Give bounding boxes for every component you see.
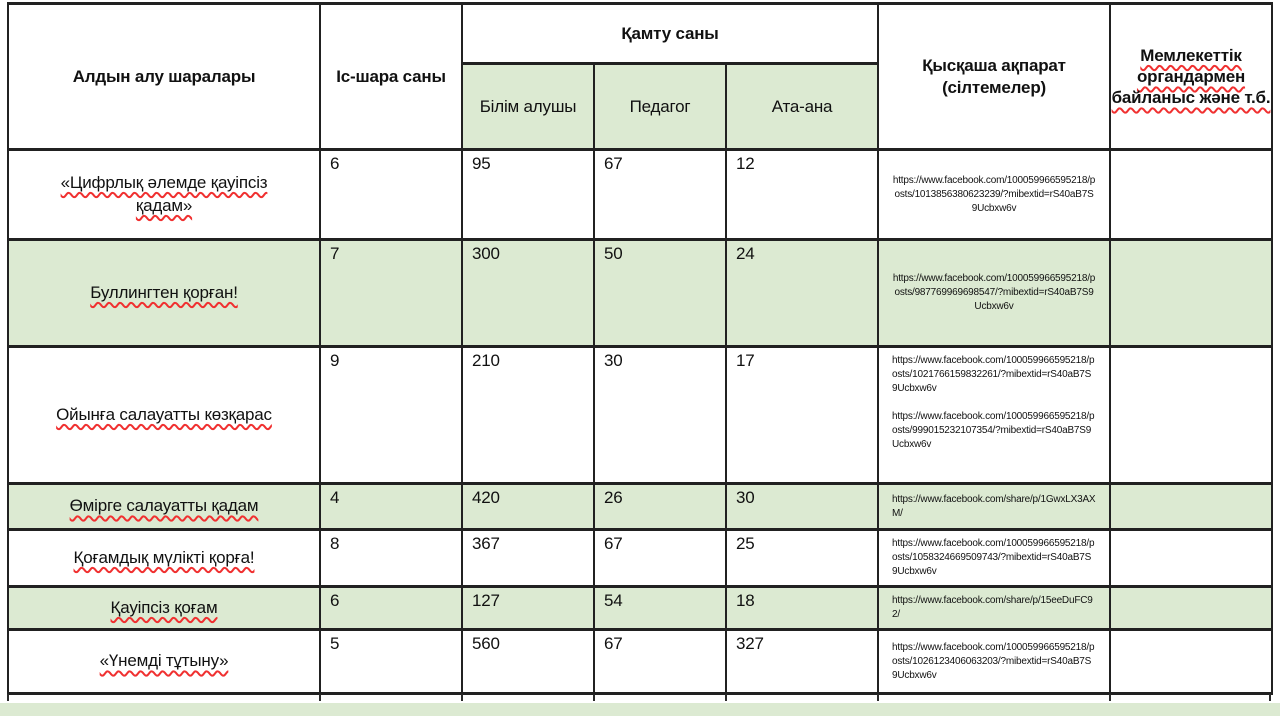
measure-name-cell: Қоғамдық мүлікті қорға! <box>7 528 321 588</box>
facebook-link[interactable]: https://www.facebook.com/100059966595218… <box>892 174 1096 214</box>
table-row: Қауіпсіз қоғам 6 127 54 18 https://www.f… <box>7 585 1274 631</box>
state-bodies-cell <box>1109 238 1274 348</box>
state-bodies-cell <box>1109 628 1274 695</box>
teachers-count-cell: 50 <box>593 238 727 348</box>
subheader-students: Білім алушы <box>461 62 595 151</box>
measure-name: «Үнемді тұтыну» <box>99 651 229 671</box>
measure-name: Өмірге салауатты қадам <box>69 496 259 516</box>
column-border-tick <box>725 694 727 701</box>
subheader-parents: Ата-ана <box>724 62 880 151</box>
column-border-tick <box>877 694 879 701</box>
links-cell: https://www.facebook.com/share/p/1GwxLX3… <box>877 482 1112 531</box>
teachers-count-cell: 67 <box>593 148 727 241</box>
teachers-count-cell: 30 <box>593 345 727 485</box>
header-event-count: Іс-шара саны <box>319 2 463 151</box>
parents-count-cell: 12 <box>724 148 880 241</box>
measure-name: Қоғамдық мүлікті қорға! <box>73 547 255 567</box>
event-count-cell: 6 <box>319 148 463 241</box>
table-row: Қоғамдық мүлікті қорға! 8 367 67 25 http… <box>7 528 1274 588</box>
table-row: «Цифрлық әлемде қауіпсіз қадам» 6 95 67 … <box>7 148 1274 241</box>
header-state-bodies: Мемлекеттік органдармен байланыс және т.… <box>1109 2 1274 151</box>
event-count-cell: 9 <box>319 345 463 485</box>
cut-off-next-row <box>0 703 1280 716</box>
parents-count-cell: 24 <box>724 238 880 348</box>
measure-name-cell: Ойынға салауатты көзқарас <box>7 345 321 485</box>
teachers-count-cell: 67 <box>593 628 727 695</box>
table-row: Ойынға салауатты көзқарас 9 210 30 17 ht… <box>7 345 1274 485</box>
column-border-tick <box>593 694 595 701</box>
facebook-link[interactable]: https://www.facebook.com/100059966595218… <box>892 538 1095 577</box>
event-count-cell: 8 <box>319 528 463 588</box>
measure-name-cell: Буллингтен қорған! <box>7 238 321 348</box>
subheader-teachers: Педагог <box>593 62 727 151</box>
parents-count-cell: 17 <box>724 345 880 485</box>
facebook-link[interactable]: https://www.facebook.com/100059966595218… <box>892 355 1095 394</box>
state-bodies-cell <box>1109 585 1274 631</box>
students-count-cell: 300 <box>461 238 595 348</box>
state-bodies-cell <box>1109 528 1274 588</box>
column-border-tick <box>1109 694 1111 701</box>
parents-count-cell: 327 <box>724 628 880 695</box>
column-border-tick <box>319 694 321 701</box>
measure-name: Қауіпсіз қоғам <box>110 597 218 617</box>
measure-name: «Цифрлық әлемде қауіпсіз қадам» <box>60 172 268 215</box>
parents-count-cell: 25 <box>724 528 880 588</box>
teachers-count-cell: 26 <box>593 482 727 531</box>
header-measures: Алдын алу шаралары <box>7 2 321 151</box>
links-cell: https://www.facebook.com/share/p/15eeDuF… <box>877 585 1112 631</box>
event-count-cell: 6 <box>319 585 463 631</box>
header-info-links: Қысқаша ақпарат (сілтемелер) <box>877 2 1112 151</box>
teachers-count-cell: 54 <box>593 585 727 631</box>
data-table: Алдын алу шаралары Іс-шара саны Қамту са… <box>7 2 1274 695</box>
table-row: Өмірге салауатты қадам 4 420 26 30 https… <box>7 482 1274 531</box>
measure-name: Ойынға салауатты көзқарас <box>56 404 272 424</box>
parents-count-cell: 30 <box>724 482 880 531</box>
students-count-cell: 560 <box>461 628 595 695</box>
teachers-count-cell: 67 <box>593 528 727 588</box>
header-coverage: Қамту саны <box>460 2 880 65</box>
facebook-link-2[interactable]: https://www.facebook.com/100059966595218… <box>892 411 1095 450</box>
facebook-link[interactable]: https://www.facebook.com/share/p/15eeDuF… <box>892 595 1093 620</box>
links-cell: https://www.facebook.com/100059966595218… <box>877 628 1112 695</box>
students-count-cell: 210 <box>461 345 595 485</box>
links-cell: https://www.facebook.com/100059966595218… <box>877 238 1112 348</box>
students-count-cell: 95 <box>461 148 595 241</box>
state-bodies-cell <box>1109 345 1274 485</box>
facebook-link[interactable]: https://www.facebook.com/100059966595218… <box>892 641 1095 681</box>
column-border-tick <box>7 694 9 701</box>
links-cell: https://www.facebook.com/100059966595218… <box>877 528 1112 588</box>
header-state-bodies-text: Мемлекеттік органдармен байланыс және т.… <box>1111 45 1271 108</box>
measure-name-cell: Өмірге салауатты қадам <box>7 482 321 531</box>
measure-name-cell: «Үнемді тұтыну» <box>7 628 321 695</box>
facebook-link[interactable]: https://www.facebook.com/share/p/1GwxLX3… <box>892 493 1096 519</box>
prevention-measures-table: Алдын алу шаралары Іс-шара саны Қамту са… <box>7 2 1274 695</box>
parents-count-cell: 18 <box>724 585 880 631</box>
state-bodies-cell <box>1109 148 1274 241</box>
measure-name-cell: «Цифрлық әлемде қауіпсіз қадам» <box>7 148 321 241</box>
event-count-cell: 5 <box>319 628 463 695</box>
column-border-tick <box>461 694 463 701</box>
event-count-cell: 7 <box>319 238 463 348</box>
students-count-cell: 127 <box>461 585 595 631</box>
state-bodies-cell <box>1109 482 1274 531</box>
links-cell: https://www.facebook.com/100059966595218… <box>877 345 1112 485</box>
students-count-cell: 420 <box>461 482 595 531</box>
measure-name: Буллингтен қорған! <box>90 282 238 302</box>
column-border-tick <box>1269 694 1271 701</box>
measure-name-cell: Қауіпсіз қоғам <box>7 585 321 631</box>
links-cell: https://www.facebook.com/100059966595218… <box>877 148 1112 241</box>
table-row: Буллингтен қорған! 7 300 50 24 https://w… <box>7 238 1274 348</box>
students-count-cell: 367 <box>461 528 595 588</box>
facebook-link[interactable]: https://www.facebook.com/100059966595218… <box>892 273 1096 312</box>
table-row: «Үнемді тұтыну» 5 560 67 327 https://www… <box>7 628 1274 695</box>
event-count-cell: 4 <box>319 482 463 531</box>
